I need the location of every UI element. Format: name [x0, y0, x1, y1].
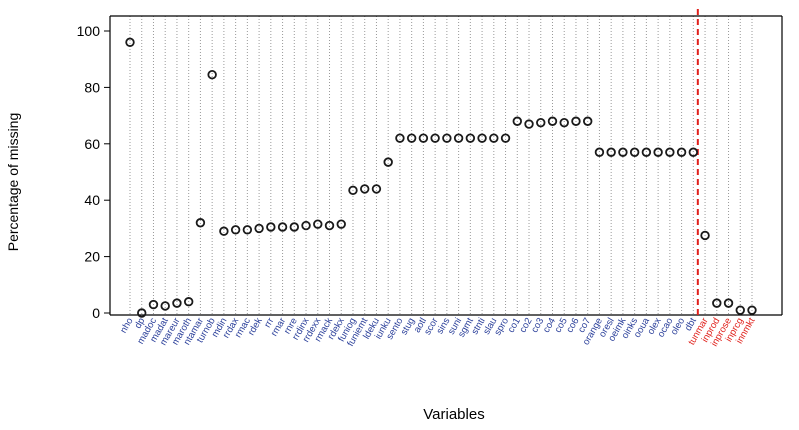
data-point [524, 119, 534, 129]
data-point [653, 147, 663, 157]
data-point [324, 220, 335, 231]
y-axis: 0 20 40 60 80 100 [77, 23, 110, 321]
data-point [418, 133, 429, 143]
data-point [712, 298, 722, 308]
data-point [559, 117, 569, 128]
data-point [512, 116, 522, 126]
y-tick-label: 0 [92, 305, 100, 321]
data-point [594, 147, 605, 157]
data-points [125, 37, 757, 318]
data-point [477, 133, 487, 143]
x-tick-label: rdek [246, 316, 265, 338]
data-point [230, 225, 241, 235]
data-point [160, 301, 170, 311]
data-point [723, 298, 734, 308]
data-point [289, 222, 300, 232]
data-point [735, 305, 745, 315]
data-point [489, 133, 499, 143]
y-tick-label: 20 [84, 249, 100, 265]
data-point [148, 299, 159, 310]
data-point [301, 220, 311, 231]
y-tick-label: 100 [77, 23, 101, 39]
data-point [219, 226, 229, 236]
data-point [547, 116, 558, 126]
data-point [371, 184, 382, 194]
data-point [266, 222, 276, 232]
plot-frame [109, 15, 783, 316]
data-point [195, 218, 206, 228]
grid-lines [129, 16, 753, 315]
data-point [688, 147, 699, 157]
y-tick-label: 40 [84, 192, 100, 208]
data-point [137, 308, 147, 318]
data-point [665, 147, 675, 157]
data-point [582, 116, 593, 126]
data-point [629, 147, 640, 157]
data-point [500, 133, 511, 143]
data-point [207, 70, 217, 80]
data-point [453, 133, 464, 143]
data-point [618, 147, 628, 157]
data-point [313, 219, 323, 229]
data-point [747, 305, 757, 315]
data-point [125, 37, 135, 47]
data-point [406, 133, 417, 143]
y-tick-label: 60 [84, 136, 100, 152]
x-tick-labels: nhodpmadocmadatmareurmarothntamarturnobm… [118, 315, 758, 348]
data-point [536, 117, 546, 128]
y-tick-label: 80 [84, 79, 100, 95]
data-point [336, 219, 346, 229]
data-point [172, 298, 182, 308]
data-point [442, 133, 452, 143]
data-point [606, 147, 616, 157]
data-point [395, 133, 405, 143]
data-point [383, 157, 393, 167]
data-point [700, 230, 710, 241]
data-point [360, 184, 370, 194]
x-tick-label: dp [133, 316, 148, 331]
data-point [348, 185, 358, 196]
data-point [430, 133, 440, 143]
data-point [676, 147, 687, 157]
data-point [641, 147, 652, 157]
data-point [277, 222, 288, 232]
y-axis-label: Percentage of missing [5, 113, 21, 252]
data-point [571, 116, 581, 126]
x-axis-label: Variables [423, 406, 484, 423]
data-point [254, 223, 264, 234]
data-point [242, 225, 253, 235]
data-point [465, 133, 476, 143]
data-point [183, 297, 194, 307]
